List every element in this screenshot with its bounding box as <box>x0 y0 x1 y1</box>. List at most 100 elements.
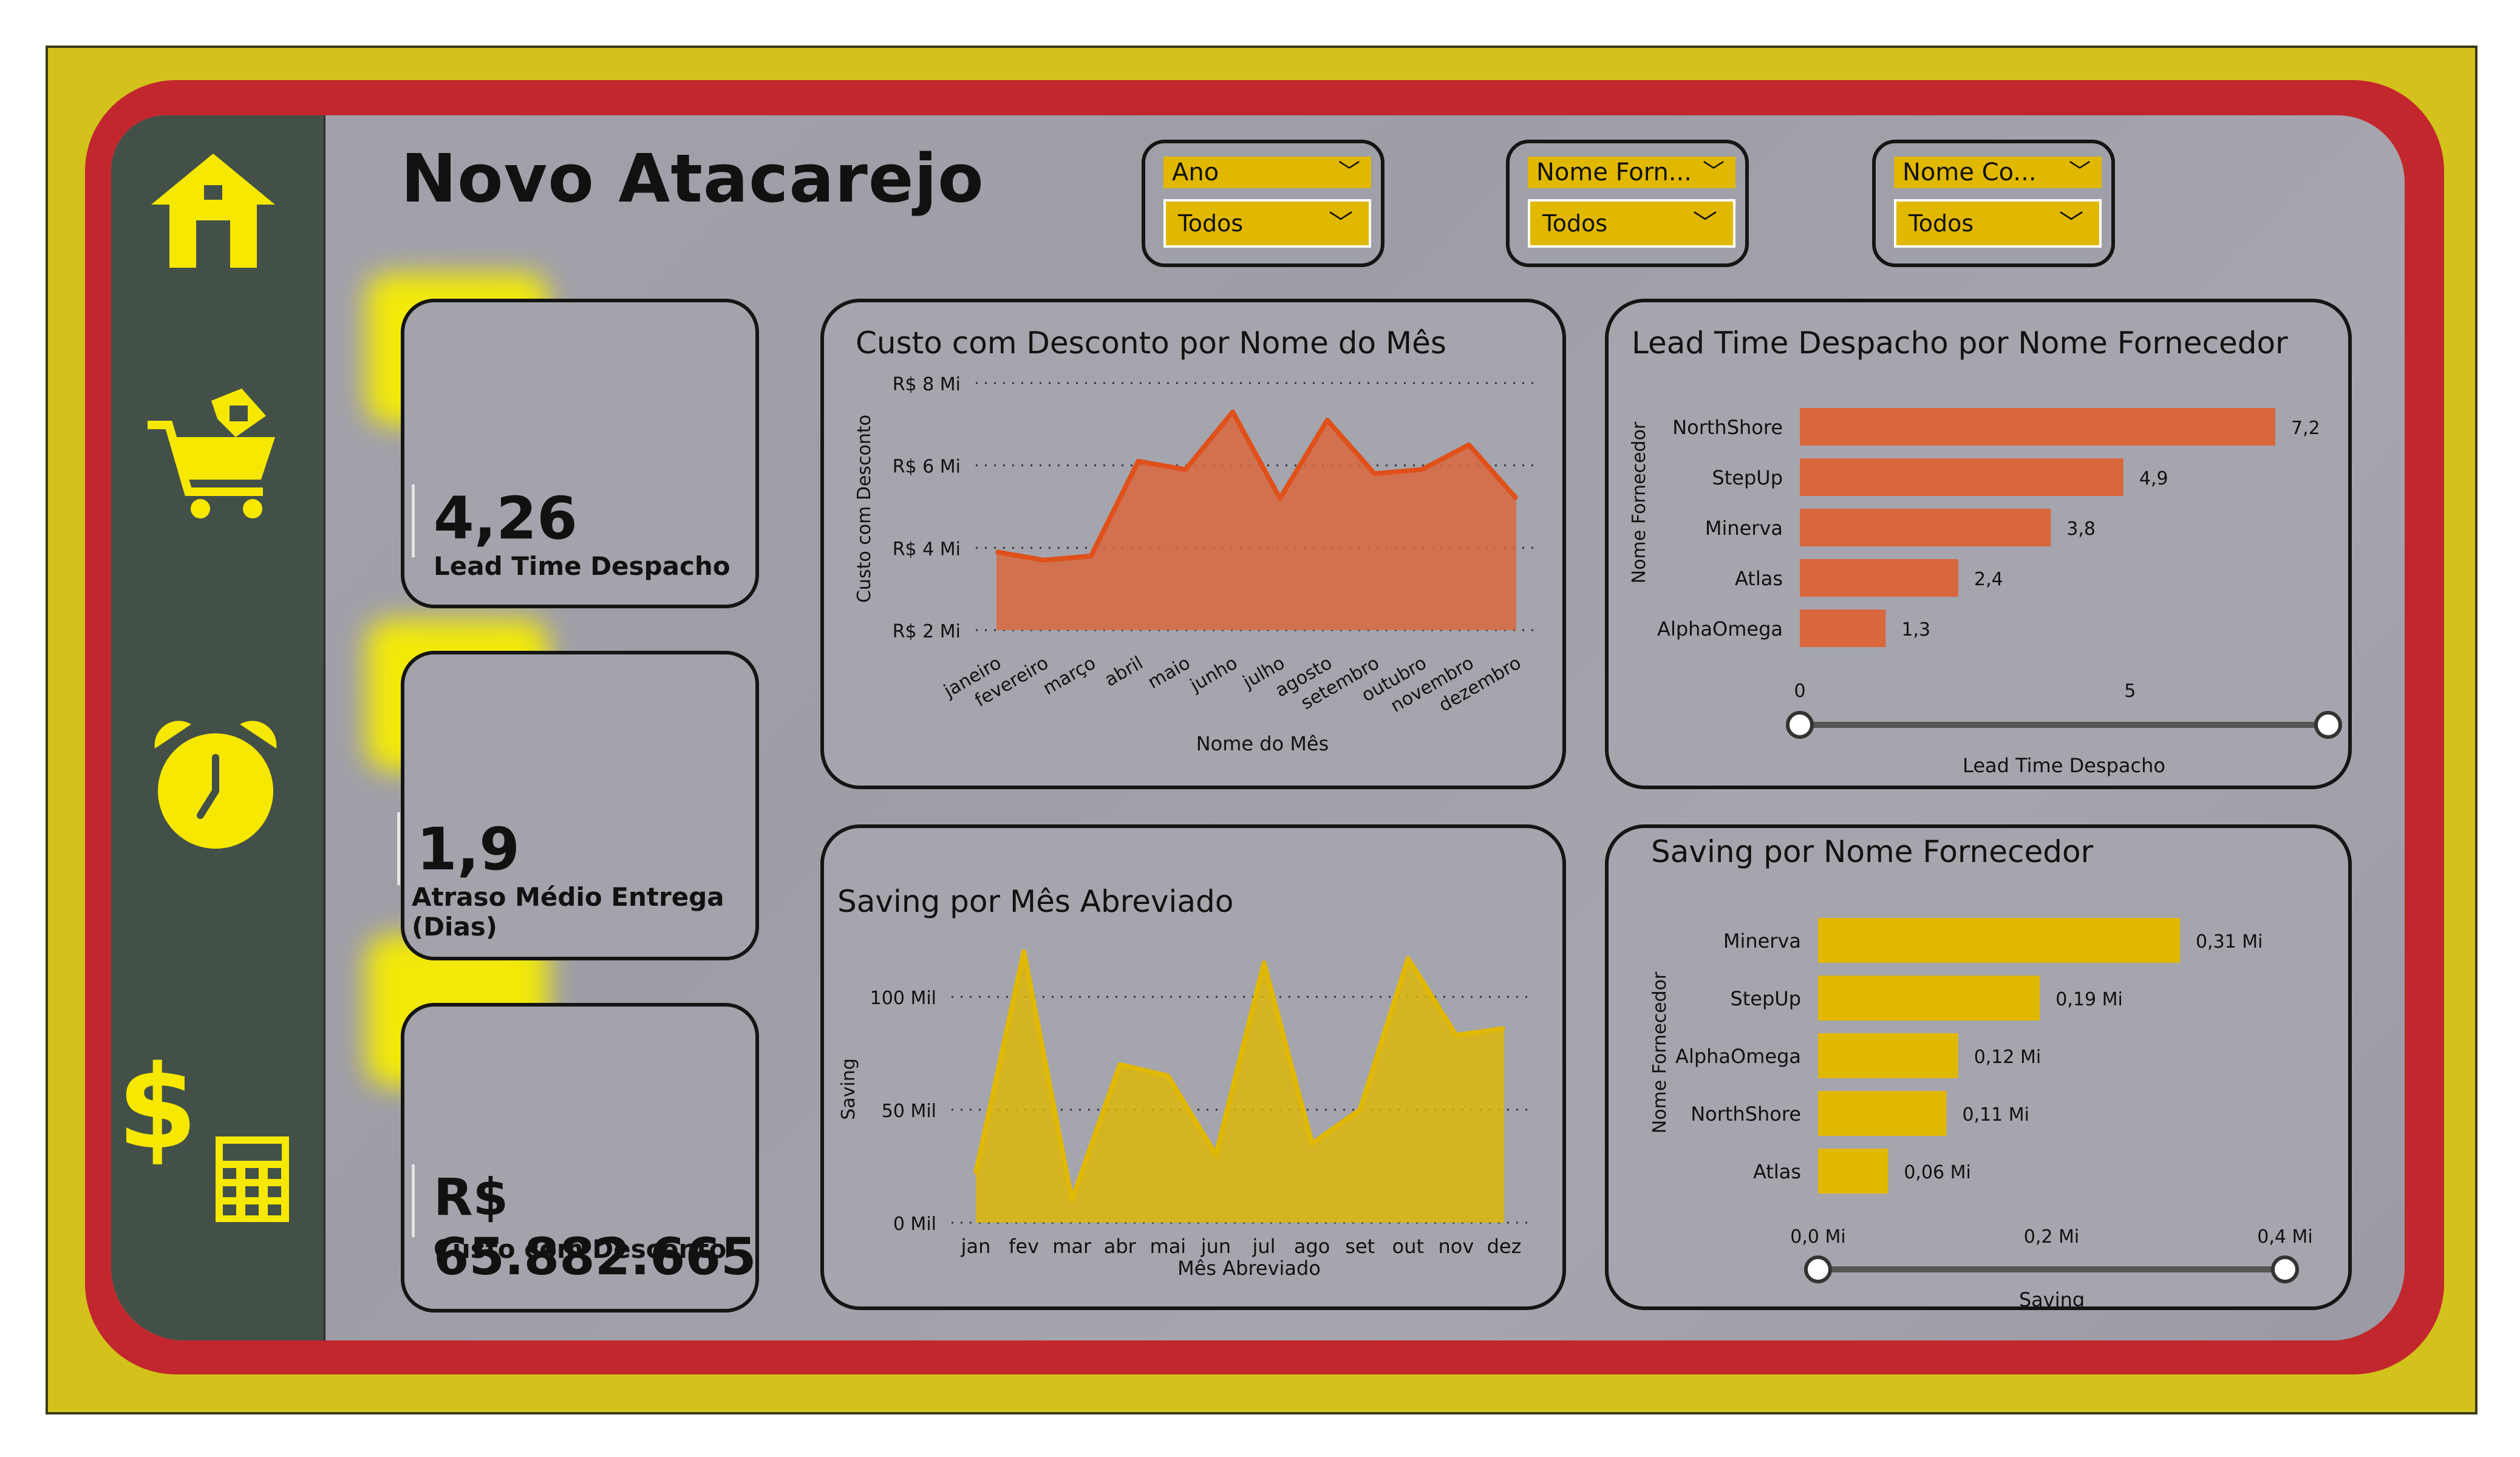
chart-title: Saving por Mês Abreviado <box>837 884 1234 919</box>
chart-panel-saving-mes: Saving por Mês Abreviado 0 Mil 50 Mil 100 … <box>820 824 1566 1310</box>
slicer-value: Todos <box>1909 210 1974 237</box>
page-title: Novo Atacarejo <box>401 140 984 217</box>
x-tick-label: set <box>1345 1235 1375 1258</box>
data-point <box>1278 497 1281 500</box>
calculator-icon <box>216 1136 289 1222</box>
slicer-dropdown[interactable]: Todos ﹀ <box>1528 199 1735 248</box>
y-tick-label: R$ 4 Mi <box>893 538 961 560</box>
report-canvas: $ Novo Atacarejo Ano ﹀ Todos ﹀ Nome Fo <box>111 115 2405 1340</box>
category-label: Minerva <box>1723 929 1801 953</box>
data-point <box>1089 554 1092 557</box>
data-label: 4,9 <box>2139 468 2168 489</box>
data-label: 0,31 Mi <box>2196 931 2263 953</box>
category-label: Atlas <box>1735 567 1783 590</box>
data-label: 7,2 <box>2291 418 2320 439</box>
kpi-label: Custo com Desconto <box>434 1234 727 1264</box>
data-point <box>1023 950 1026 953</box>
x-tick-label: 0,2 Mi <box>2024 1226 2079 1248</box>
bar <box>1818 1033 1958 1078</box>
slicer-header-label: Nome Forn... <box>1536 158 1692 186</box>
x-axis-title: Nome do Mês <box>1196 732 1329 755</box>
area-chart-saving: 0 Mil 50 Mil 100 Mil jan fev mar abr mai jun jul a… <box>838 949 1534 1280</box>
range-slider-handle-min[interactable] <box>1786 711 1814 739</box>
x-tick-label: jul <box>1252 1235 1276 1258</box>
chevron-down-icon: ﹀ <box>1338 160 1360 185</box>
bar <box>1800 559 1958 597</box>
bar <box>1818 918 2180 963</box>
range-slider-handle-max[interactable] <box>2271 1255 2299 1283</box>
slicer-dropdown[interactable]: Todos ﹀ <box>1163 199 1371 248</box>
category-label: Atlas <box>1753 1160 1801 1183</box>
data-label: 0,06 Mi <box>1904 1162 1971 1183</box>
category-label: AlphaOmega <box>1675 1045 1801 1068</box>
dollar-icon: $ <box>117 1041 198 1175</box>
x-tick-label: março <box>1040 653 1100 699</box>
y-tick-label: 0 Mil <box>893 1214 936 1235</box>
data-point <box>1184 468 1187 471</box>
data-point <box>1358 1109 1361 1111</box>
bar <box>1818 1149 1888 1194</box>
chevron-down-icon: ﹀ <box>2068 160 2091 185</box>
data-point <box>1468 443 1471 446</box>
y-tick-label: R$ 8 Mi <box>893 374 961 395</box>
slicer-nome-comprador: Nome Co... ﹀ Todos ﹀ <box>1872 140 2115 267</box>
y-axis-title: Nome Fornecedor <box>1649 971 1670 1133</box>
shopping-cart-icon[interactable] <box>145 389 284 528</box>
kpi-card-custo: R$ 65.882.665 Custo com Desconto <box>401 1003 759 1313</box>
area-chart-custo: R$ 2 MiR$ 4 MiR$ 6 MiR$ 8 Mijaneirofever… <box>854 374 1541 755</box>
data-label: 2,4 <box>1974 569 2003 590</box>
chevron-down-icon: ﹀ <box>1702 160 1725 185</box>
data-point <box>975 1172 977 1175</box>
range-slider-handle-max[interactable] <box>2314 711 2342 739</box>
data-point <box>1454 1034 1457 1037</box>
bar-chart-lead-time: NorthShore 7,2 StepUp 4,9 Minerva 3,8 Atlas 2,4… <box>1629 408 2342 777</box>
y-axis-title: Nome Fornecedor <box>1629 421 1650 583</box>
data-point <box>1373 472 1376 475</box>
x-tick-label: ago <box>1294 1235 1330 1258</box>
chart-panel-custo-mes: Custo com Desconto por Nome do Mês R$ 2 … <box>820 299 1566 789</box>
series-line <box>996 409 1518 563</box>
slicer-header-label: Ano <box>1172 158 1219 186</box>
bar <box>1800 610 1886 647</box>
x-axis-title: Saving <box>2019 1288 2085 1306</box>
bar-chart-saving: Minerva 0,31 Mi StepUp 0,19 Mi AlphaOmega 0,1… <box>1649 918 2313 1306</box>
x-tick-label: mar <box>1052 1235 1092 1258</box>
y-tick-label: 50 Mil <box>882 1101 936 1122</box>
slicer-dropdown[interactable]: Todos ﹀ <box>1894 199 2102 248</box>
x-tick-label: out <box>1392 1235 1424 1258</box>
slicer-value: Todos <box>1178 210 1244 237</box>
kpi-accent-line <box>412 484 415 557</box>
alarm-clock-icon[interactable] <box>149 715 282 855</box>
home-icon[interactable] <box>146 149 280 270</box>
chart-panel-saving-fornecedor: Saving por Nome Fornecedor Minerva 0,31 M… <box>1605 824 2352 1310</box>
y-axis-title: Saving <box>838 1058 859 1120</box>
x-tick-label: junho <box>1186 653 1241 697</box>
category-label: NorthShore <box>1691 1102 1801 1126</box>
chevron-down-icon: ﹀ <box>1693 209 1717 237</box>
data-point <box>1214 1153 1217 1156</box>
data-point <box>1231 410 1234 413</box>
slicer-header: Ano ﹀ <box>1163 157 1371 188</box>
x-tick-label: fev <box>1009 1235 1039 1258</box>
sidebar: $ <box>111 115 325 1340</box>
chart-title: Saving por Nome Fornecedor <box>1651 834 2094 869</box>
x-tick-label: jun <box>1200 1235 1231 1258</box>
data-point <box>1420 468 1423 471</box>
y-tick-label: R$ 2 Mi <box>893 621 961 642</box>
y-axis-title: Custo com Desconto <box>854 415 875 603</box>
category-label: StepUp <box>1712 466 1783 489</box>
kpi-value: 4,26 <box>434 484 577 552</box>
kpi-label: Atraso Médio Entrega (Dias) <box>412 882 724 942</box>
data-point <box>1310 1142 1313 1145</box>
data-point <box>1326 419 1329 422</box>
y-tick-label: R$ 6 Mi <box>893 457 961 478</box>
data-point <box>1406 957 1409 960</box>
dollar-calculator-icon[interactable]: $ <box>117 1050 312 1245</box>
category-label: Minerva <box>1705 517 1783 540</box>
range-slider-handle-min[interactable] <box>1804 1255 1832 1283</box>
x-tick-label: 0,0 Mi <box>1790 1226 1845 1248</box>
data-label: 0,12 Mi <box>1974 1047 2042 1068</box>
series-area <box>996 412 1516 630</box>
kpi-value: 1,9 <box>417 815 520 883</box>
category-label: NorthShore <box>1672 416 1783 439</box>
